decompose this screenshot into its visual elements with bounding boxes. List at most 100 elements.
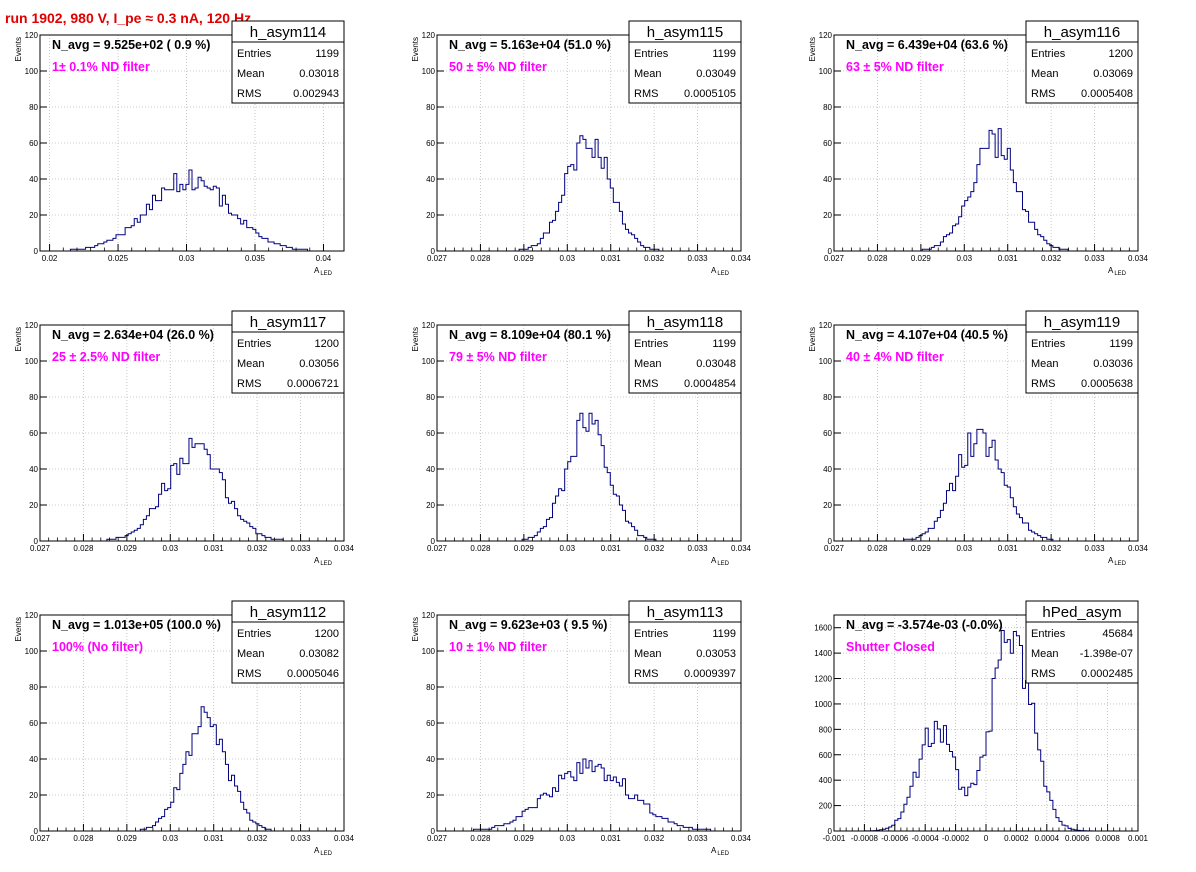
x-tick-label: -0.0002 bbox=[942, 834, 970, 843]
stat-value: 0.0006721 bbox=[287, 378, 339, 390]
y-tick-label: 80 bbox=[426, 103, 435, 112]
panel-h_asym115: 0.027 0.028 0.029 0.03 0.031 0.032 0.033 0.034 0… bbox=[411, 20, 752, 277]
stat-value: 0.03036 bbox=[1093, 358, 1133, 370]
y-tick-label: 120 bbox=[25, 611, 39, 620]
stat-label: Mean bbox=[237, 648, 265, 660]
stat-value: 1200 bbox=[315, 338, 339, 350]
stat-label: Entries bbox=[1031, 628, 1066, 640]
panel-h_asym116: 0.027 0.028 0.029 0.03 0.031 0.032 0.033 0.034 0… bbox=[808, 20, 1149, 277]
x-tick-label: 0.03 bbox=[162, 544, 178, 553]
x-tick-label: 0.029 bbox=[911, 544, 932, 553]
stat-label: RMS bbox=[1031, 88, 1055, 100]
stat-label: RMS bbox=[634, 88, 658, 100]
y-tick-label: 80 bbox=[29, 103, 38, 112]
stat-value: 1199 bbox=[712, 338, 736, 350]
stat-value: 0.03018 bbox=[299, 68, 339, 80]
stat-value: 0.03069 bbox=[1093, 68, 1133, 80]
y-tick-label: 0 bbox=[34, 827, 39, 836]
y-tick-label: 60 bbox=[823, 429, 832, 438]
stat-label: Mean bbox=[1031, 648, 1059, 660]
stat-label: RMS bbox=[237, 668, 261, 680]
histogram-h_asym118 bbox=[437, 412, 741, 542]
y-tick-label: 200 bbox=[819, 802, 833, 811]
page-title: run 1902, 980 V, I_pe ≈ 0.3 nA, 120 Hz bbox=[5, 10, 252, 26]
x-tick-label: -0.0004 bbox=[912, 834, 940, 843]
x-tick-label: 0.032 bbox=[247, 834, 268, 843]
x-tick-label: 0.029 bbox=[117, 544, 138, 553]
x-tick-label: 0.032 bbox=[644, 254, 665, 263]
y-tick-label: 100 bbox=[819, 357, 833, 366]
x-tick-label: 0.0006 bbox=[1065, 834, 1090, 843]
filter-label: 63 ± 5% ND filter bbox=[846, 60, 944, 74]
y-tick-label: 0 bbox=[431, 827, 436, 836]
navg-label: N_avg = 1.013e+05 (100.0 %) bbox=[52, 618, 221, 632]
hist-name: h_asym113 bbox=[647, 604, 723, 621]
stats-box bbox=[628, 20, 742, 104]
stat-value: 1199 bbox=[712, 48, 736, 60]
panel-h_asym114: 0.02 0.025 0.03 0.035 0.04 0 20 40 60 80 100 120Eve… bbox=[14, 20, 345, 277]
hist-name: h_asym119 bbox=[1044, 314, 1120, 331]
navg-label: N_avg = 6.439e+04 (63.6 %) bbox=[846, 38, 1008, 52]
stat-value: 0.0002485 bbox=[1081, 668, 1133, 680]
x-tick-label: -0.0006 bbox=[881, 834, 909, 843]
x-tick-label: 0.027 bbox=[427, 544, 448, 553]
y-tick-label: 120 bbox=[25, 321, 39, 330]
y-tick-label: 40 bbox=[426, 465, 435, 474]
stats-box bbox=[1025, 310, 1139, 394]
x-tick-label: 0.034 bbox=[731, 544, 752, 553]
x-tick-label: 0.034 bbox=[1128, 254, 1149, 263]
x-tick-label: -0.001 bbox=[823, 834, 846, 843]
stat-label: Mean bbox=[1031, 68, 1059, 80]
stat-label: Entries bbox=[634, 628, 669, 640]
filter-label: 50 ± 5% ND filter bbox=[449, 60, 547, 74]
y-tick-label: 40 bbox=[823, 175, 832, 184]
x-tick-label: 0.034 bbox=[334, 834, 355, 843]
x-tick-label: 0.033 bbox=[291, 834, 312, 843]
x-tick-label: 0.027 bbox=[427, 254, 448, 263]
x-tick-label: 0.031 bbox=[998, 254, 1019, 263]
y-tick-label: 80 bbox=[29, 683, 38, 692]
y-tick-label: 20 bbox=[823, 501, 832, 510]
x-tick-label: 0.027 bbox=[824, 544, 845, 553]
x-tick-label: 0.001 bbox=[1128, 834, 1149, 843]
y-axis-label: Events bbox=[14, 617, 23, 641]
y-tick-label: 100 bbox=[25, 357, 39, 366]
stat-label: RMS bbox=[1031, 668, 1055, 680]
x-tick-label: 0.029 bbox=[117, 834, 138, 843]
panel-h_asym112: 0.027 0.028 0.029 0.03 0.031 0.032 0.033 0.034 0… bbox=[14, 600, 355, 857]
x-tick-label: 0.031 bbox=[601, 544, 622, 553]
y-tick-label: 20 bbox=[29, 501, 38, 510]
filter-label: 100% (No filter) bbox=[52, 640, 143, 654]
navg-label: N_avg = 5.163e+04 (51.0 %) bbox=[449, 38, 611, 52]
x-tick-label: 0.028 bbox=[867, 544, 888, 553]
stats-box bbox=[1025, 20, 1139, 104]
x-tick-label: 0.029 bbox=[514, 544, 535, 553]
panel-h_asym117: 0.027 0.028 0.029 0.03 0.031 0.032 0.033 0.034 0… bbox=[14, 310, 355, 567]
x-tick-label: 0 bbox=[984, 834, 989, 843]
x-tick-label: -0.0008 bbox=[851, 834, 879, 843]
y-axis-label: Events bbox=[14, 327, 23, 351]
stat-label: RMS bbox=[1031, 378, 1055, 390]
y-tick-label: 100 bbox=[25, 67, 39, 76]
stat-label: Entries bbox=[237, 628, 272, 640]
y-tick-label: 800 bbox=[819, 725, 833, 734]
histogram-h_asym117 bbox=[40, 437, 344, 542]
y-tick-label: 1000 bbox=[814, 700, 832, 709]
y-axis-label: Events bbox=[411, 37, 420, 61]
hist-name: h_asym112 bbox=[250, 604, 326, 621]
y-tick-label: 100 bbox=[819, 67, 833, 76]
y-tick-label: 20 bbox=[29, 211, 38, 220]
filter-label: 10 ± 1% ND filter bbox=[449, 640, 547, 654]
y-tick-label: 120 bbox=[422, 31, 436, 40]
stats-box bbox=[628, 600, 742, 684]
stat-value: -1.398e-07 bbox=[1080, 648, 1133, 660]
y-tick-label: 1600 bbox=[814, 624, 832, 633]
y-tick-label: 20 bbox=[823, 211, 832, 220]
stat-label: RMS bbox=[634, 378, 658, 390]
y-tick-label: 60 bbox=[29, 719, 38, 728]
stat-value: 0.03048 bbox=[696, 358, 736, 370]
x-axis-label: ALED bbox=[314, 846, 333, 857]
panel-h_asym113: 0.027 0.028 0.029 0.03 0.031 0.032 0.033 0.034 0… bbox=[411, 600, 752, 857]
histogram-h_asym113 bbox=[437, 758, 741, 832]
